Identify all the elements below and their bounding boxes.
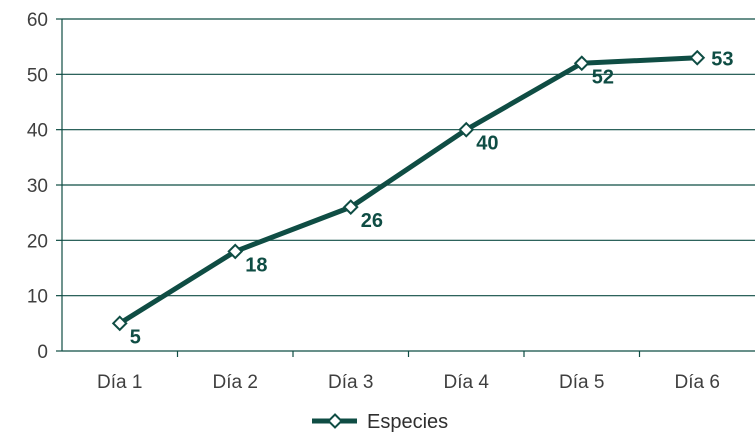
data-label: 53: [711, 49, 733, 71]
y-tick-labels: 0 10 20 30 40 50 60: [27, 10, 48, 363]
data-point: [342, 199, 359, 216]
series-line: [117, 55, 700, 326]
y-tick-label: 40: [27, 121, 48, 142]
x-tick-label: Día 4: [444, 372, 490, 393]
x-tick-label: Día 5: [559, 372, 604, 393]
x-tick-labels: Día 1 Día 2 Día 3 Día 4 Día 5 Día 6: [97, 372, 720, 393]
axes: [56, 18, 755, 357]
data-point: [111, 315, 128, 332]
x-tick-label: Día 3: [328, 372, 373, 393]
y-tick-label: 0: [37, 342, 48, 363]
legend: Especies: [312, 411, 448, 433]
data-label: 52: [592, 66, 614, 88]
y-tick-label: 10: [27, 287, 48, 308]
y-tick-label: 30: [27, 176, 48, 197]
x-tick-label: Día 2: [213, 372, 258, 393]
legend-label: Especies: [367, 411, 448, 433]
legend-marker-icon: [327, 413, 343, 429]
x-tick-label: Día 1: [97, 372, 142, 393]
gridlines: [62, 18, 755, 297]
data-label: 5: [130, 326, 141, 348]
series-especies: [117, 55, 700, 326]
data-label: 18: [245, 254, 267, 276]
data-label: 26: [361, 210, 383, 232]
data-point: [227, 243, 244, 260]
y-tick-label: 20: [27, 231, 48, 252]
data-point: [689, 49, 706, 66]
x-tick-label: Día 6: [675, 372, 720, 393]
data-point: [458, 121, 475, 138]
y-tick-label: 50: [27, 65, 48, 86]
y-tick-label: 60: [27, 10, 48, 31]
data-points: [111, 49, 706, 332]
data-label: 40: [476, 133, 498, 155]
data-point: [573, 55, 590, 72]
data-labels: 5 18 26 40 52 53: [130, 49, 734, 349]
